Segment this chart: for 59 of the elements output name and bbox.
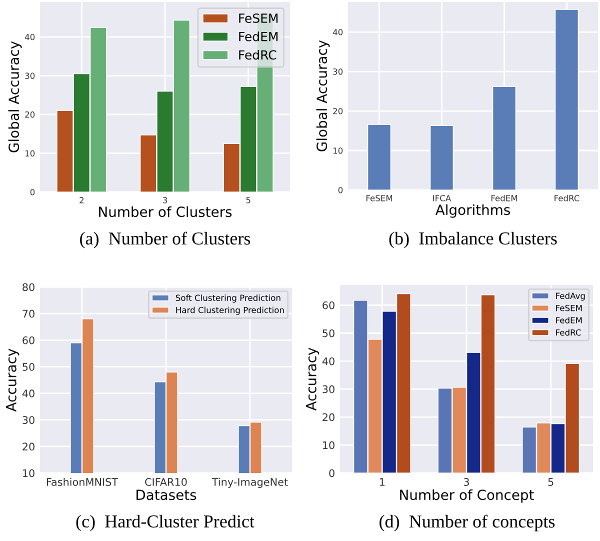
x-axis-title: Algorithms <box>435 204 510 218</box>
y-tick-label: 30 <box>25 72 35 79</box>
x-tick-label: FedEM <box>491 194 518 202</box>
x-tick-label: FedRC <box>554 194 580 202</box>
y-tick-label: 40 <box>332 29 343 36</box>
y-tick-label: 20 <box>322 413 334 422</box>
x-tick-label: FeSEM <box>366 195 392 202</box>
x-tick-label: 3 <box>464 478 469 486</box>
y-tick-label: 10 <box>323 441 334 450</box>
y-tick-label: 0 <box>30 188 35 196</box>
x-tick-label: CIFAR10 <box>145 478 187 486</box>
legend-label: FeSEM <box>556 304 582 312</box>
y-axis-title: Accuracy <box>306 348 320 411</box>
x-tick-label: IFCA <box>433 195 452 202</box>
y-tick-label: 30 <box>333 68 343 75</box>
text: (b) Imbalance Clusters <box>389 232 557 248</box>
x-tick-label: 2 <box>80 197 84 204</box>
x-axis-title: Number of Concept <box>400 489 534 503</box>
y-tick-label: 10 <box>23 469 34 478</box>
legend-label: FedRC <box>556 329 581 336</box>
legend-label: Hard Clustering Prediction <box>176 306 284 315</box>
x-tick-label: 5 <box>548 478 554 486</box>
y-tick-label: 40 <box>322 357 334 366</box>
legend-label: Soft Clustering Prediction <box>176 294 280 303</box>
y-tick-label: 80 <box>22 283 34 292</box>
y-tick-label: 70 <box>22 310 34 318</box>
y-tick-label: 50 <box>322 329 334 338</box>
legend-label: FedEM <box>239 32 278 42</box>
legend-label: FeSEM <box>239 13 278 23</box>
y-tick-label: 30 <box>22 416 34 424</box>
y-tick-label: 10 <box>333 147 343 154</box>
y-tick-label: 0 <box>329 469 334 478</box>
y-axis-title: Global Accuracy <box>8 41 22 152</box>
text: (a) Number of Clusters <box>80 232 250 248</box>
y-axis-title: Accuracy <box>6 348 20 412</box>
x-tick-label: 1 <box>380 478 385 486</box>
y-tick-label: 40 <box>22 390 34 398</box>
y-tick-label: 20 <box>25 111 35 118</box>
text: (c) Hard-Cluster Predict <box>76 514 254 532</box>
y-axis-title: Global Accuracy <box>316 40 330 152</box>
y-tick-label: 30 <box>322 385 334 394</box>
y-tick-label: 10 <box>25 150 35 157</box>
legend-label: FedEM <box>556 316 582 324</box>
x-tick-label: 5 <box>246 197 250 204</box>
x-axis-title: Number of Clusters <box>99 206 232 218</box>
x-tick-label: 3 <box>162 197 167 204</box>
y-tick-label: 0 <box>338 186 343 194</box>
x-tick-label: FashionMNIST <box>46 478 118 486</box>
y-tick-label: 40 <box>24 34 35 40</box>
x-axis-title: Datasets <box>136 490 196 500</box>
y-tick-label: 20 <box>333 108 343 114</box>
legend-label: FedRC <box>239 50 276 60</box>
x-tick-label: Tiny-ImageNet <box>212 478 288 488</box>
y-tick-label: 60 <box>322 301 334 310</box>
text: (d) Number of concepts <box>380 514 555 532</box>
y-tick-label: 20 <box>22 442 34 451</box>
y-tick-label: 60 <box>22 336 34 344</box>
y-tick-label: 50 <box>22 362 34 371</box>
legend-label: FedAvg <box>556 292 585 301</box>
